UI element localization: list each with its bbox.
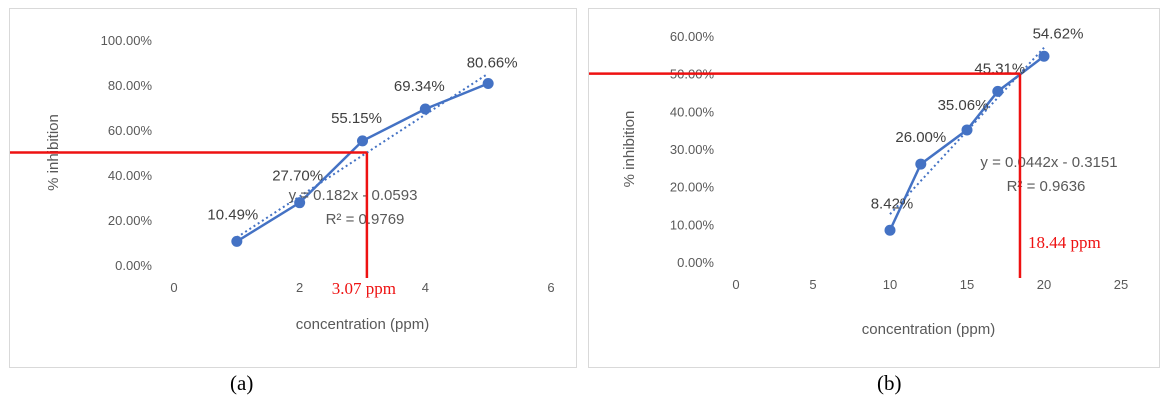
- caption-b: (b): [877, 371, 902, 395]
- x-tick-label: 6: [547, 280, 554, 295]
- y-tick-label: 80.00%: [108, 78, 153, 93]
- y-tick-label: 30.00%: [670, 142, 715, 157]
- data-point: [482, 78, 494, 90]
- data-label: 8.42%: [871, 195, 914, 212]
- caption-a: (a): [230, 371, 254, 395]
- x-tick-label: 4: [422, 280, 429, 295]
- data-label: 35.06%: [938, 97, 989, 114]
- y-tick-label: 0.00%: [677, 255, 714, 270]
- x-tick-label: 15: [960, 277, 974, 292]
- data-label: 80.66%: [467, 55, 518, 72]
- data-point: [915, 158, 927, 170]
- data-point: [1038, 50, 1050, 62]
- y-tick-label: 60.00%: [670, 29, 715, 44]
- data-point: [419, 103, 431, 115]
- x-tick-label: 25: [1114, 277, 1128, 292]
- x-axis-title: concentration (ppm): [296, 316, 429, 333]
- x-tick-label: 20: [1037, 277, 1051, 292]
- chart-panel-b: 0.00% 10.00% 20.00% 30.00% 40.00% 50.00% 60.00…: [588, 8, 1160, 368]
- x-tick-label: 0: [732, 277, 739, 292]
- y-tick-label: 100.00%: [101, 33, 153, 48]
- ic50-label: 18.44 ppm: [1028, 233, 1101, 252]
- chart-b-svg: 0.00%10.00%20.00%30.00%40.00%50.00%60.00…: [589, 25, 1128, 338]
- data-point: [294, 197, 306, 209]
- x-axis-title: concentration (ppm): [862, 321, 995, 338]
- data-point: [357, 135, 368, 147]
- data-label: 69.34%: [394, 78, 445, 95]
- data-point: [231, 235, 243, 247]
- data-label: 10.49%: [207, 206, 258, 223]
- data-label: 26.00%: [895, 129, 946, 146]
- r-squared-label: R² = 0.9769: [326, 211, 405, 228]
- x-tick-label: 5: [809, 277, 816, 292]
- trendline-equation: y = 0.182x - 0.0593: [289, 187, 418, 204]
- x-tick-label: 0: [170, 280, 177, 295]
- y-tick-label: 20.00%: [108, 213, 153, 228]
- y-tick-label: 10.00%: [670, 217, 715, 232]
- r-squared-label: R² = 0.9636: [1007, 178, 1086, 195]
- data-label: 55.15%: [331, 110, 382, 127]
- data-label: 54.62%: [1033, 25, 1084, 42]
- y-tick-label: 20.00%: [670, 180, 715, 195]
- data-point: [992, 85, 1004, 97]
- x-tick-label: 2: [296, 280, 303, 295]
- data-point: [961, 124, 973, 136]
- data-point: [884, 224, 896, 236]
- y-tick-label: 40.00%: [108, 168, 153, 183]
- trendline-equation: y = 0.0442x - 0.3151: [980, 154, 1117, 171]
- chart-panel-a: 0.00% 20.00% 40.00% 60.00% 80.00% 100.00% 0 2 4 6…: [9, 8, 577, 368]
- data-label: 27.70%: [272, 168, 323, 185]
- y-axis-title: % inhibition: [621, 111, 638, 188]
- chart-a-svg: 0.00% 20.00% 40.00% 60.00% 80.00% 100.00% 0 2 4 6…: [10, 33, 555, 333]
- x-tick-label: 10: [883, 277, 897, 292]
- y-tick-label: 60.00%: [108, 123, 153, 138]
- ic50-label: 3.07 ppm: [332, 279, 396, 298]
- y-tick-label: 0.00%: [115, 258, 152, 273]
- y-tick-label: 40.00%: [670, 104, 715, 119]
